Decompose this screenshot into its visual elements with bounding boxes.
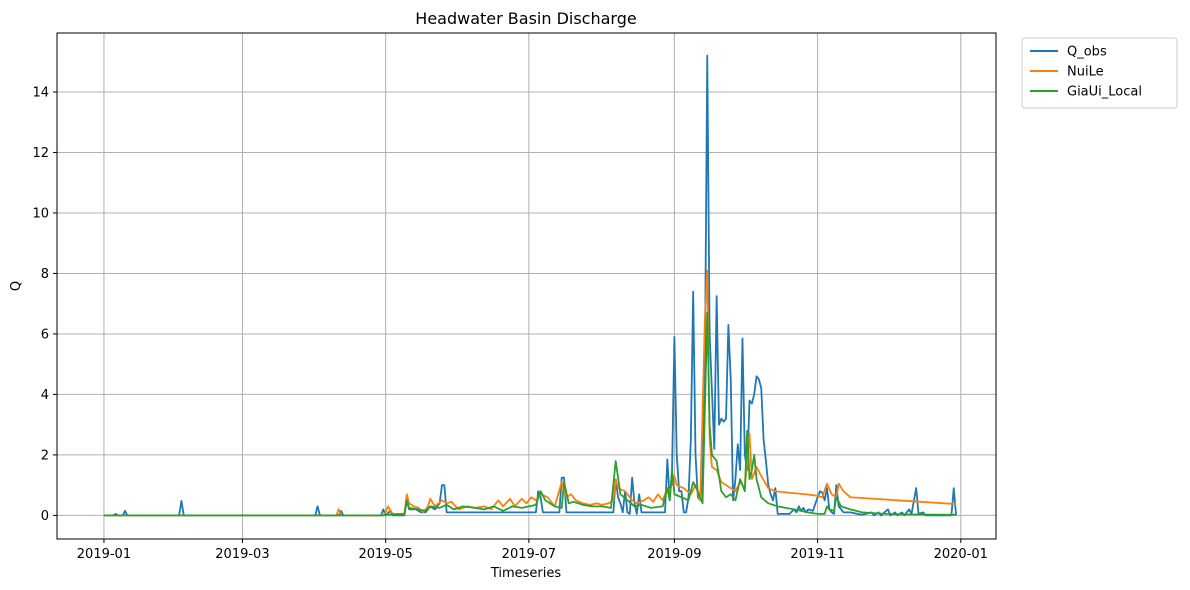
y-axis-label: Q (9, 281, 24, 291)
x-tick-label: 2019-07 (502, 547, 556, 562)
y-tick-label: 10 (32, 206, 49, 221)
series-line-giaui-local (103, 311, 957, 517)
x-tick-label: 2019-01 (77, 547, 131, 562)
legend-label: NuiLe (1067, 65, 1104, 80)
y-tick-label: 0 (41, 509, 49, 524)
x-axis-label: Timeseries (490, 566, 562, 581)
y-tick-label: 14 (32, 85, 49, 100)
legend-label: Q_obs (1067, 45, 1107, 60)
legend-label: GiaUi_Local (1067, 85, 1142, 100)
x-axis-ticks: 2019-01 2019-03 2019-05 2019-07 2019-09 2019-… (77, 539, 988, 562)
x-tick-label: 2019-11 (790, 547, 844, 562)
y-tick-label: 6 (41, 327, 49, 342)
x-tick-label: 2019-03 (215, 547, 269, 562)
x-tick-label: 2019-05 (358, 547, 412, 562)
series-line-q-obs (103, 54, 957, 517)
legend: Q_obs NuiLe GiaUi_Local (1021, 37, 1178, 109)
y-tick-label: 12 (32, 146, 49, 161)
grid-lines (57, 33, 996, 539)
chart-title: Headwater Basin Discharge (415, 9, 636, 28)
series-lines (103, 54, 957, 517)
x-tick-label: 2019-09 (647, 547, 701, 562)
legend-box (1021, 37, 1178, 109)
y-tick-label: 8 (41, 267, 49, 282)
x-tick-label: 2020-01 (934, 547, 988, 562)
y-tick-label: 2 (41, 448, 49, 463)
plot-frame (56, 32, 997, 540)
series-line-nuile (103, 269, 957, 517)
y-axis-ticks: 0 2 4 6 8 10 12 14 (32, 85, 57, 524)
y-tick-label: 4 (41, 388, 49, 403)
